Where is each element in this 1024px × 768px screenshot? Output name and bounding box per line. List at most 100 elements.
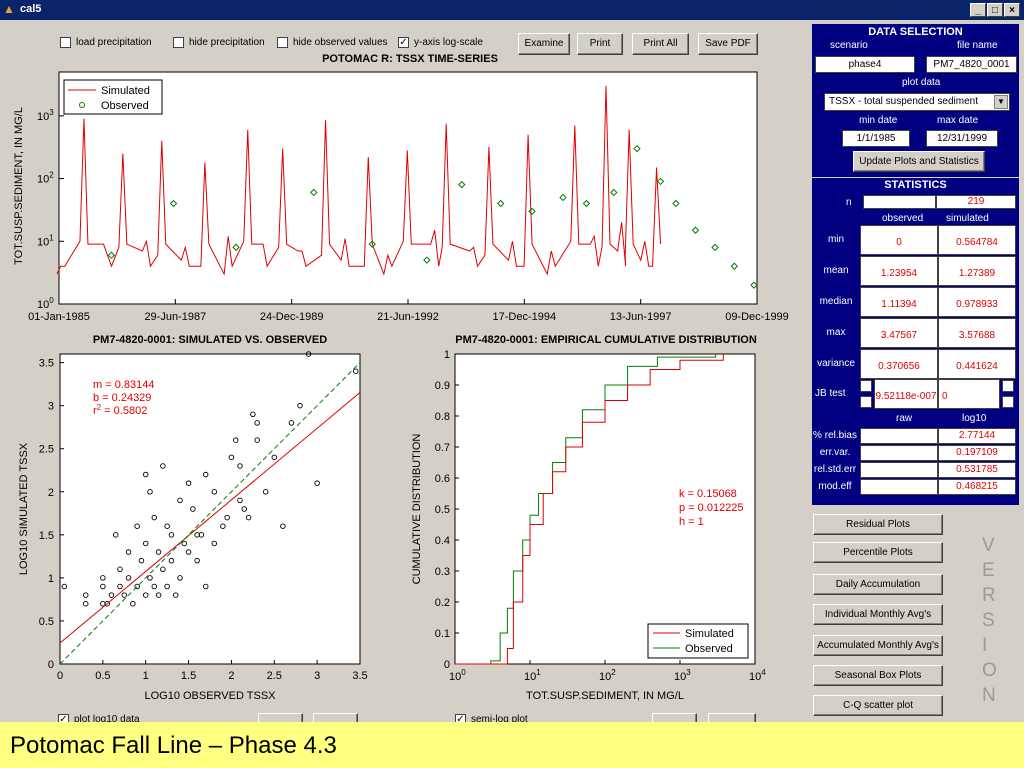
action-button[interactable]: Percentile Plots: [813, 542, 943, 563]
error-stat-raw-cell: 2.32415: [860, 462, 938, 478]
one-to-one-line: [59, 362, 361, 665]
scatter-y-tick-label: 0.5: [39, 616, 54, 628]
n-simulated-value: 219: [936, 195, 1016, 209]
x-tick-label: 24-Dec-1989: [260, 311, 324, 323]
scatter-point: [121, 592, 128, 598]
cdf-legend-observed-label: Observed: [685, 643, 733, 655]
scatter-point: [305, 351, 312, 357]
load-precip-option[interactable]: load precipitation: [60, 36, 152, 48]
version-letter: N: [982, 685, 996, 706]
print-button[interactable]: Print: [577, 33, 623, 55]
cdf-y-tick-label: 0.9: [435, 380, 450, 392]
cdf-x-tick-label: 103: [674, 668, 691, 683]
scatter-point: [185, 549, 192, 555]
stat-simulated-cell: 218135 0.441624: [938, 349, 1016, 379]
cdf-y-tick-label: 1: [444, 349, 450, 361]
observed-point: [610, 188, 618, 197]
error-stat-label: err.var.: [819, 447, 851, 458]
load-precip-checkbox[interactable]: [60, 36, 71, 48]
slope-label: m = 0.83144: [93, 379, 154, 391]
scatter-point: [108, 592, 115, 598]
action-button[interactable]: C-Q scatter plot: [813, 695, 943, 716]
print-all-button[interactable]: Print All: [632, 33, 689, 55]
jb-simulated-toggle-bottom[interactable]: [1002, 396, 1014, 408]
save-pdf-button[interactable]: Save PDF: [698, 33, 758, 55]
observed-point: [458, 180, 466, 189]
action-button[interactable]: Seasonal Box Plots: [813, 665, 943, 686]
observed-point: [672, 199, 680, 208]
simulated-line: [56, 85, 662, 276]
observed-point: [310, 188, 318, 197]
dropdown-arrow-icon[interactable]: ▼: [994, 95, 1008, 109]
hide-precip-option[interactable]: hide precipitation: [173, 36, 265, 48]
observed-point: [691, 226, 700, 234]
error-stat-log-cell: 0.531785: [938, 462, 1016, 478]
close-icon[interactable]: ×: [1004, 3, 1020, 17]
scatter-point: [142, 471, 149, 478]
action-button[interactable]: Accumulated Monthly Avg's: [813, 635, 943, 656]
file-name-input[interactable]: PM7_4820_0001: [926, 56, 1017, 73]
scenario-input[interactable]: phase4: [815, 56, 915, 73]
cdf-y-tick-label: 0.6: [435, 473, 450, 485]
scatter-y-tick-label: 1.5: [39, 530, 54, 542]
hide-precip-checkbox[interactable]: [173, 36, 184, 48]
r-squared-label: r2 = 0.5802: [93, 403, 147, 417]
hide-observed-checkbox[interactable]: [277, 36, 288, 48]
observed-point: [107, 251, 116, 259]
error-stat-label: mod.eff: [818, 481, 852, 492]
version-letter: S: [982, 610, 995, 631]
scatter-y-tick-label: 2: [48, 487, 54, 499]
min-date-input[interactable]: 1/1/1985: [842, 130, 910, 147]
timeseries-chart[interactable]: 100 101 102 103 01-Jan-1985 29-Jun-1987 24-De…: [0, 66, 800, 328]
max-date-input[interactable]: 12/31/1999: [926, 130, 998, 147]
scatter-chart[interactable]: 00 0.5 0.5 1 1 1.5 1.5 2 2 2.5 2.5 3 3 3.5 3.5 m = 0.8…: [0, 348, 380, 708]
scatter-point: [142, 592, 149, 598]
error-stat-label: rel.std.err: [813, 464, 857, 475]
observed-point: [582, 199, 591, 208]
stat-row-label: median: [819, 296, 853, 307]
scatter-point: [262, 489, 269, 495]
maximize-icon[interactable]: □: [987, 3, 1003, 17]
scatter-point: [164, 583, 170, 590]
update-plots-button[interactable]: Update Plots and Statistics: [853, 151, 985, 172]
scatter-point: [211, 489, 218, 495]
x-tick-label: 21-Jun-1992: [377, 311, 439, 323]
version-letter: R: [982, 585, 996, 606]
caption-banner: Potomac Fall Line – Phase 4.3: [0, 722, 1024, 768]
observed-point: [368, 240, 376, 248]
action-button[interactable]: Residual Plots: [813, 514, 943, 535]
scatter-point: [117, 566, 123, 573]
minimize-icon[interactable]: _: [970, 3, 986, 17]
statistics-panel: STATISTICS n 219 219 observed simulated …: [812, 178, 1019, 505]
hide-observed-option[interactable]: hide observed values: [277, 36, 388, 48]
file-name-label: file name: [957, 40, 998, 51]
jb-observed-toggle-top[interactable]: [860, 380, 872, 392]
cdf-y-tick-label: 0.5: [435, 504, 450, 516]
data-selection-header: DATA SELECTION: [868, 26, 963, 38]
cdf-y-tick-label: 0.8: [435, 411, 450, 423]
action-button[interactable]: Individual Monthly Avg's: [813, 604, 943, 625]
jb-observed-toggle-bottom[interactable]: [860, 396, 872, 408]
cdf-chart[interactable]: 0 0.1 0.2 0.3 0.4 0.5 0.6 0.7 0.8 0.9 1 100 101 102 10…: [390, 348, 790, 708]
stat-observed-cell: 53505.9 0.370656: [860, 349, 938, 379]
error-stat-raw-cell: 89.1932: [860, 428, 938, 444]
scatter-y-tick-label: 3: [48, 401, 54, 413]
scatter-point: [185, 480, 192, 486]
log-scale-checkbox[interactable]: ✓: [398, 36, 409, 48]
scatter-point: [271, 454, 278, 461]
scatter-point: [228, 454, 235, 461]
observed-point: [169, 199, 178, 208]
scatter-point: [314, 480, 320, 486]
version-letter: O: [982, 660, 997, 681]
timeseries-y-ticks: 100 101 102 103: [37, 108, 64, 311]
plot-data-select[interactable]: TSSX - total suspended sediment ▼: [824, 93, 1010, 111]
action-button[interactable]: Daily Accumulation: [813, 574, 943, 595]
scatter-point: [202, 583, 209, 590]
log-scale-option[interactable]: ✓ y-axis log-scale: [398, 36, 483, 48]
scatter-x-tick-label: 0.5: [95, 670, 110, 682]
jb-simulated-toggle-top[interactable]: [1002, 380, 1014, 392]
examine-button[interactable]: Examine: [518, 33, 570, 55]
version-letter: V: [982, 535, 995, 556]
